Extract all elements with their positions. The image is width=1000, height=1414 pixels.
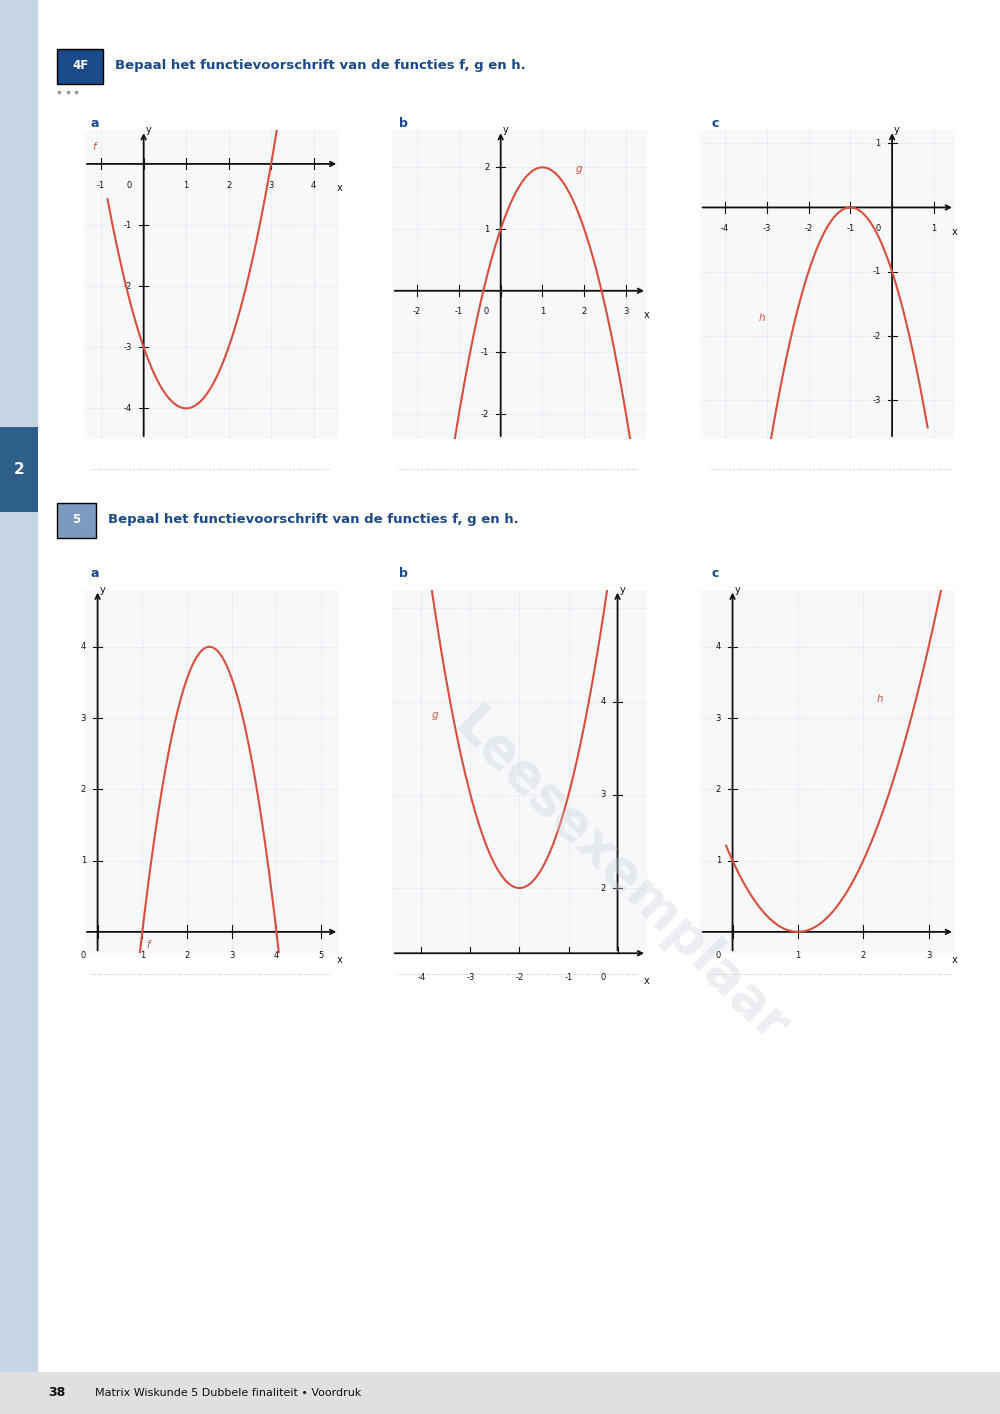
Text: -2: -2 <box>413 307 421 317</box>
Text: 4: 4 <box>601 697 606 706</box>
Text: 1: 1 <box>484 225 489 233</box>
Text: b: b <box>399 567 408 580</box>
Text: -2: -2 <box>481 410 489 419</box>
Text: 1: 1 <box>140 952 145 960</box>
Text: 38: 38 <box>48 1386 65 1400</box>
Text: 1: 1 <box>716 855 721 865</box>
Text: y: y <box>619 585 625 595</box>
Text: 4: 4 <box>274 952 279 960</box>
Text: 3: 3 <box>623 307 629 317</box>
Text: x: x <box>336 184 342 194</box>
Text: c: c <box>711 567 719 580</box>
Text: 5: 5 <box>72 513 81 526</box>
Text: -1: -1 <box>97 181 105 189</box>
Text: 1: 1 <box>540 307 545 317</box>
Text: -1: -1 <box>872 267 881 276</box>
Text: g: g <box>576 164 583 174</box>
Text: 0: 0 <box>127 181 132 189</box>
Text: 5: 5 <box>319 952 324 960</box>
Text: -1: -1 <box>481 348 489 356</box>
Text: y: y <box>734 585 740 595</box>
Text: x: x <box>952 226 958 238</box>
Text: 4: 4 <box>716 642 721 652</box>
Text: -4: -4 <box>721 223 729 233</box>
Text: 2: 2 <box>861 952 866 960</box>
Text: -2: -2 <box>124 281 132 291</box>
Text: y: y <box>894 126 900 136</box>
Text: 2: 2 <box>14 462 24 477</box>
Text: y: y <box>503 126 508 136</box>
Text: x: x <box>952 954 958 964</box>
Text: 0: 0 <box>716 952 721 960</box>
Text: -2: -2 <box>872 331 881 341</box>
Text: 2: 2 <box>484 163 489 173</box>
Text: Leesexemplaar: Leesexemplaar <box>443 700 797 1053</box>
Text: 4: 4 <box>311 181 316 189</box>
Text: 0: 0 <box>81 952 86 960</box>
Text: -1: -1 <box>846 223 854 233</box>
Text: -3: -3 <box>466 973 475 981</box>
Text: g: g <box>431 710 438 720</box>
Text: Bepaal het functievoorschrift van de functies f, g en h.: Bepaal het functievoorschrift van de fun… <box>115 59 526 72</box>
Text: x: x <box>336 954 342 964</box>
Text: 0: 0 <box>484 307 489 317</box>
Text: a: a <box>91 567 99 580</box>
Text: 2: 2 <box>601 884 606 892</box>
Text: 2: 2 <box>184 952 190 960</box>
Text: Bepaal het functievoorschrift van de functies f, g en h.: Bepaal het functievoorschrift van de fun… <box>108 513 519 526</box>
Text: -1: -1 <box>455 307 463 317</box>
Text: 0: 0 <box>875 223 881 233</box>
Text: 2: 2 <box>716 785 721 793</box>
Text: 1: 1 <box>931 223 937 233</box>
Text: y: y <box>99 585 105 595</box>
Text: 3: 3 <box>229 952 234 960</box>
Text: 2: 2 <box>226 181 231 189</box>
Text: 1: 1 <box>875 139 881 147</box>
Text: 1: 1 <box>184 181 189 189</box>
Text: 2: 2 <box>81 785 86 793</box>
Text: 2: 2 <box>582 307 587 317</box>
Text: -2: -2 <box>515 973 524 981</box>
Text: f: f <box>93 141 96 151</box>
FancyBboxPatch shape <box>57 503 96 537</box>
Text: 1: 1 <box>795 952 801 960</box>
Text: 4: 4 <box>81 642 86 652</box>
Text: Matrix Wiskunde 5 Dubbele finaliteit • Voordruk: Matrix Wiskunde 5 Dubbele finaliteit • V… <box>95 1387 361 1398</box>
Text: 3: 3 <box>716 714 721 723</box>
Text: b: b <box>399 117 408 130</box>
Text: -1: -1 <box>564 973 573 981</box>
Text: 3: 3 <box>81 714 86 723</box>
Text: 0: 0 <box>601 973 606 981</box>
FancyBboxPatch shape <box>57 49 103 83</box>
Text: 3: 3 <box>926 952 931 960</box>
Text: x: x <box>644 976 650 986</box>
Text: -1: -1 <box>124 221 132 229</box>
Text: y: y <box>145 126 151 136</box>
Text: c: c <box>711 117 719 130</box>
Text: 4F: 4F <box>72 59 88 72</box>
Text: 1: 1 <box>81 855 86 865</box>
Text: 3: 3 <box>601 790 606 799</box>
Text: f: f <box>147 940 150 950</box>
Text: -2: -2 <box>804 223 813 233</box>
Text: h: h <box>758 312 765 324</box>
Text: -3: -3 <box>124 342 132 352</box>
Text: -3: -3 <box>872 396 881 404</box>
Text: -4: -4 <box>417 973 426 981</box>
Text: 3: 3 <box>268 181 274 189</box>
Text: x: x <box>644 310 650 320</box>
Text: h: h <box>876 694 883 704</box>
Text: -4: -4 <box>124 404 132 413</box>
Text: -3: -3 <box>763 223 771 233</box>
Text: a: a <box>91 117 99 130</box>
